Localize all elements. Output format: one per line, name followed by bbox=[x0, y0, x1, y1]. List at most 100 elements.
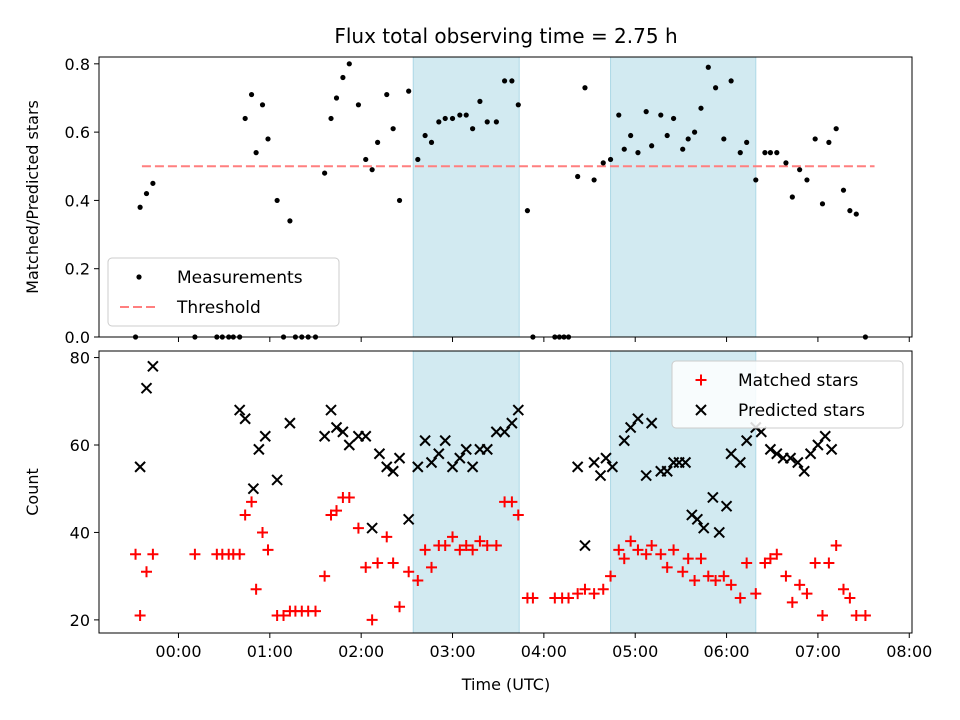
matched-star-marker bbox=[837, 583, 849, 595]
measurement-point bbox=[355, 102, 362, 108]
predicted-star-marker bbox=[632, 413, 644, 425]
top-plot-frame bbox=[98, 56, 913, 338]
count-series bbox=[130, 360, 871, 626]
measurement-point bbox=[390, 126, 396, 132]
predicted-star-marker bbox=[259, 430, 271, 442]
measurement-point bbox=[853, 211, 859, 217]
x-tick-label: 03:00 bbox=[429, 642, 475, 661]
measurement-point bbox=[847, 208, 853, 214]
predicted-star-marker bbox=[318, 430, 331, 442]
matched-star-marker bbox=[360, 561, 372, 573]
matched-star-marker bbox=[352, 522, 364, 534]
predicted-star-marker bbox=[147, 360, 159, 373]
matched-star-marker bbox=[689, 575, 701, 587]
predicted-star-marker bbox=[691, 513, 704, 526]
matched-star-marker bbox=[134, 610, 146, 622]
matched-star-marker bbox=[661, 561, 673, 573]
predicted-star-marker bbox=[640, 469, 652, 482]
measurement-point bbox=[833, 126, 839, 132]
predicted-star-marker bbox=[490, 426, 503, 438]
matched-star-marker bbox=[613, 544, 625, 556]
measurement-point bbox=[680, 146, 686, 152]
predicted-star-marker bbox=[284, 417, 296, 429]
legend-label-predicted: Predicted stars bbox=[738, 401, 865, 421]
predicted-star-marker bbox=[571, 461, 584, 473]
predicted-star-marker bbox=[707, 491, 719, 504]
matched-star-marker bbox=[426, 561, 438, 573]
predicted-star-marker bbox=[325, 404, 337, 416]
measurement-point bbox=[658, 112, 664, 118]
matched-star-marker bbox=[764, 553, 776, 565]
measurement-point bbox=[840, 187, 847, 193]
matched-star-marker bbox=[809, 557, 821, 569]
matched-star-marker bbox=[794, 579, 806, 591]
measurement-point bbox=[607, 156, 614, 163]
bottom-plot-frame bbox=[98, 350, 913, 634]
predicted-star-marker bbox=[253, 443, 265, 456]
measurement-point bbox=[649, 143, 655, 149]
predicted-star-marker bbox=[247, 483, 260, 495]
matched-star-marker bbox=[381, 531, 393, 543]
x-axis-label: Time (UTC) bbox=[461, 675, 550, 694]
predicted-star-marker bbox=[784, 452, 797, 464]
matched-star-marker bbox=[718, 570, 730, 582]
measurement-point bbox=[767, 150, 774, 156]
predicted-star-marker bbox=[792, 456, 804, 469]
matched-star-marker bbox=[460, 540, 472, 552]
predicted-star-marker bbox=[804, 448, 817, 460]
measurement-point bbox=[265, 136, 271, 142]
bottom-legend: Matched stars Predicted stars bbox=[671, 360, 904, 429]
measurement-point bbox=[333, 95, 340, 101]
measurement-point bbox=[628, 132, 634, 139]
measurement-point bbox=[449, 115, 456, 122]
measurement-point bbox=[363, 156, 369, 163]
matched-star-marker bbox=[394, 601, 406, 613]
matched-star-marker bbox=[859, 610, 871, 622]
measurement-point bbox=[524, 208, 531, 214]
matched-star-marker bbox=[710, 575, 722, 587]
y-tick-label: 0.4 bbox=[65, 191, 90, 210]
matched-star-marker bbox=[234, 548, 246, 560]
matched-star-marker bbox=[447, 531, 459, 543]
predicted-star-marker bbox=[679, 456, 692, 469]
measurement-point bbox=[428, 139, 435, 145]
matched-star-marker bbox=[844, 592, 856, 604]
matched-star-marker bbox=[750, 588, 762, 600]
legend-label-matched: Matched stars bbox=[738, 371, 858, 391]
matched-star-marker bbox=[572, 588, 584, 600]
measurement-point bbox=[484, 119, 490, 125]
predicted-star-marker bbox=[506, 417, 518, 429]
matched-star-marker bbox=[588, 588, 600, 600]
measurement-point bbox=[728, 78, 734, 84]
shaded-span bbox=[412, 56, 520, 338]
measurement-point bbox=[819, 201, 826, 207]
matched-star-marker bbox=[319, 570, 331, 582]
matched-star-marker bbox=[366, 614, 378, 626]
predicted-star-marker bbox=[466, 461, 479, 473]
predicted-star-marker bbox=[373, 448, 386, 460]
chart-title: Flux total observing time = 2.75 h bbox=[334, 24, 677, 48]
predicted-star-marker bbox=[661, 465, 673, 477]
matched-star-marker bbox=[506, 496, 518, 508]
measurement-point bbox=[753, 177, 759, 183]
matched-star-marker bbox=[816, 610, 828, 622]
matched-star-marker bbox=[309, 605, 321, 617]
bottom-x-ticks: 00:00 01:00 02:00 03:00 04:00 05:00 06:00 07:00… bbox=[155, 633, 932, 661]
predicted-star-marker bbox=[239, 413, 251, 425]
y-tick-label: 60 bbox=[70, 436, 90, 455]
bottom-y-axis-label: Count bbox=[23, 468, 42, 516]
matched-star-marker bbox=[597, 583, 609, 595]
predicted-star-marker bbox=[271, 474, 283, 486]
measurement-point bbox=[442, 115, 448, 122]
measurement-point bbox=[470, 126, 476, 132]
measurement-point bbox=[804, 177, 810, 183]
measurement-point bbox=[783, 160, 789, 166]
measurement-point bbox=[150, 180, 156, 186]
matched-star-marker bbox=[725, 579, 737, 591]
predicted-star-marker bbox=[343, 439, 356, 451]
y-tick-label: 0.8 bbox=[65, 55, 90, 74]
predicted-star-marker bbox=[594, 469, 607, 482]
predicted-star-marker bbox=[698, 522, 710, 534]
matched-star-marker bbox=[605, 570, 617, 582]
